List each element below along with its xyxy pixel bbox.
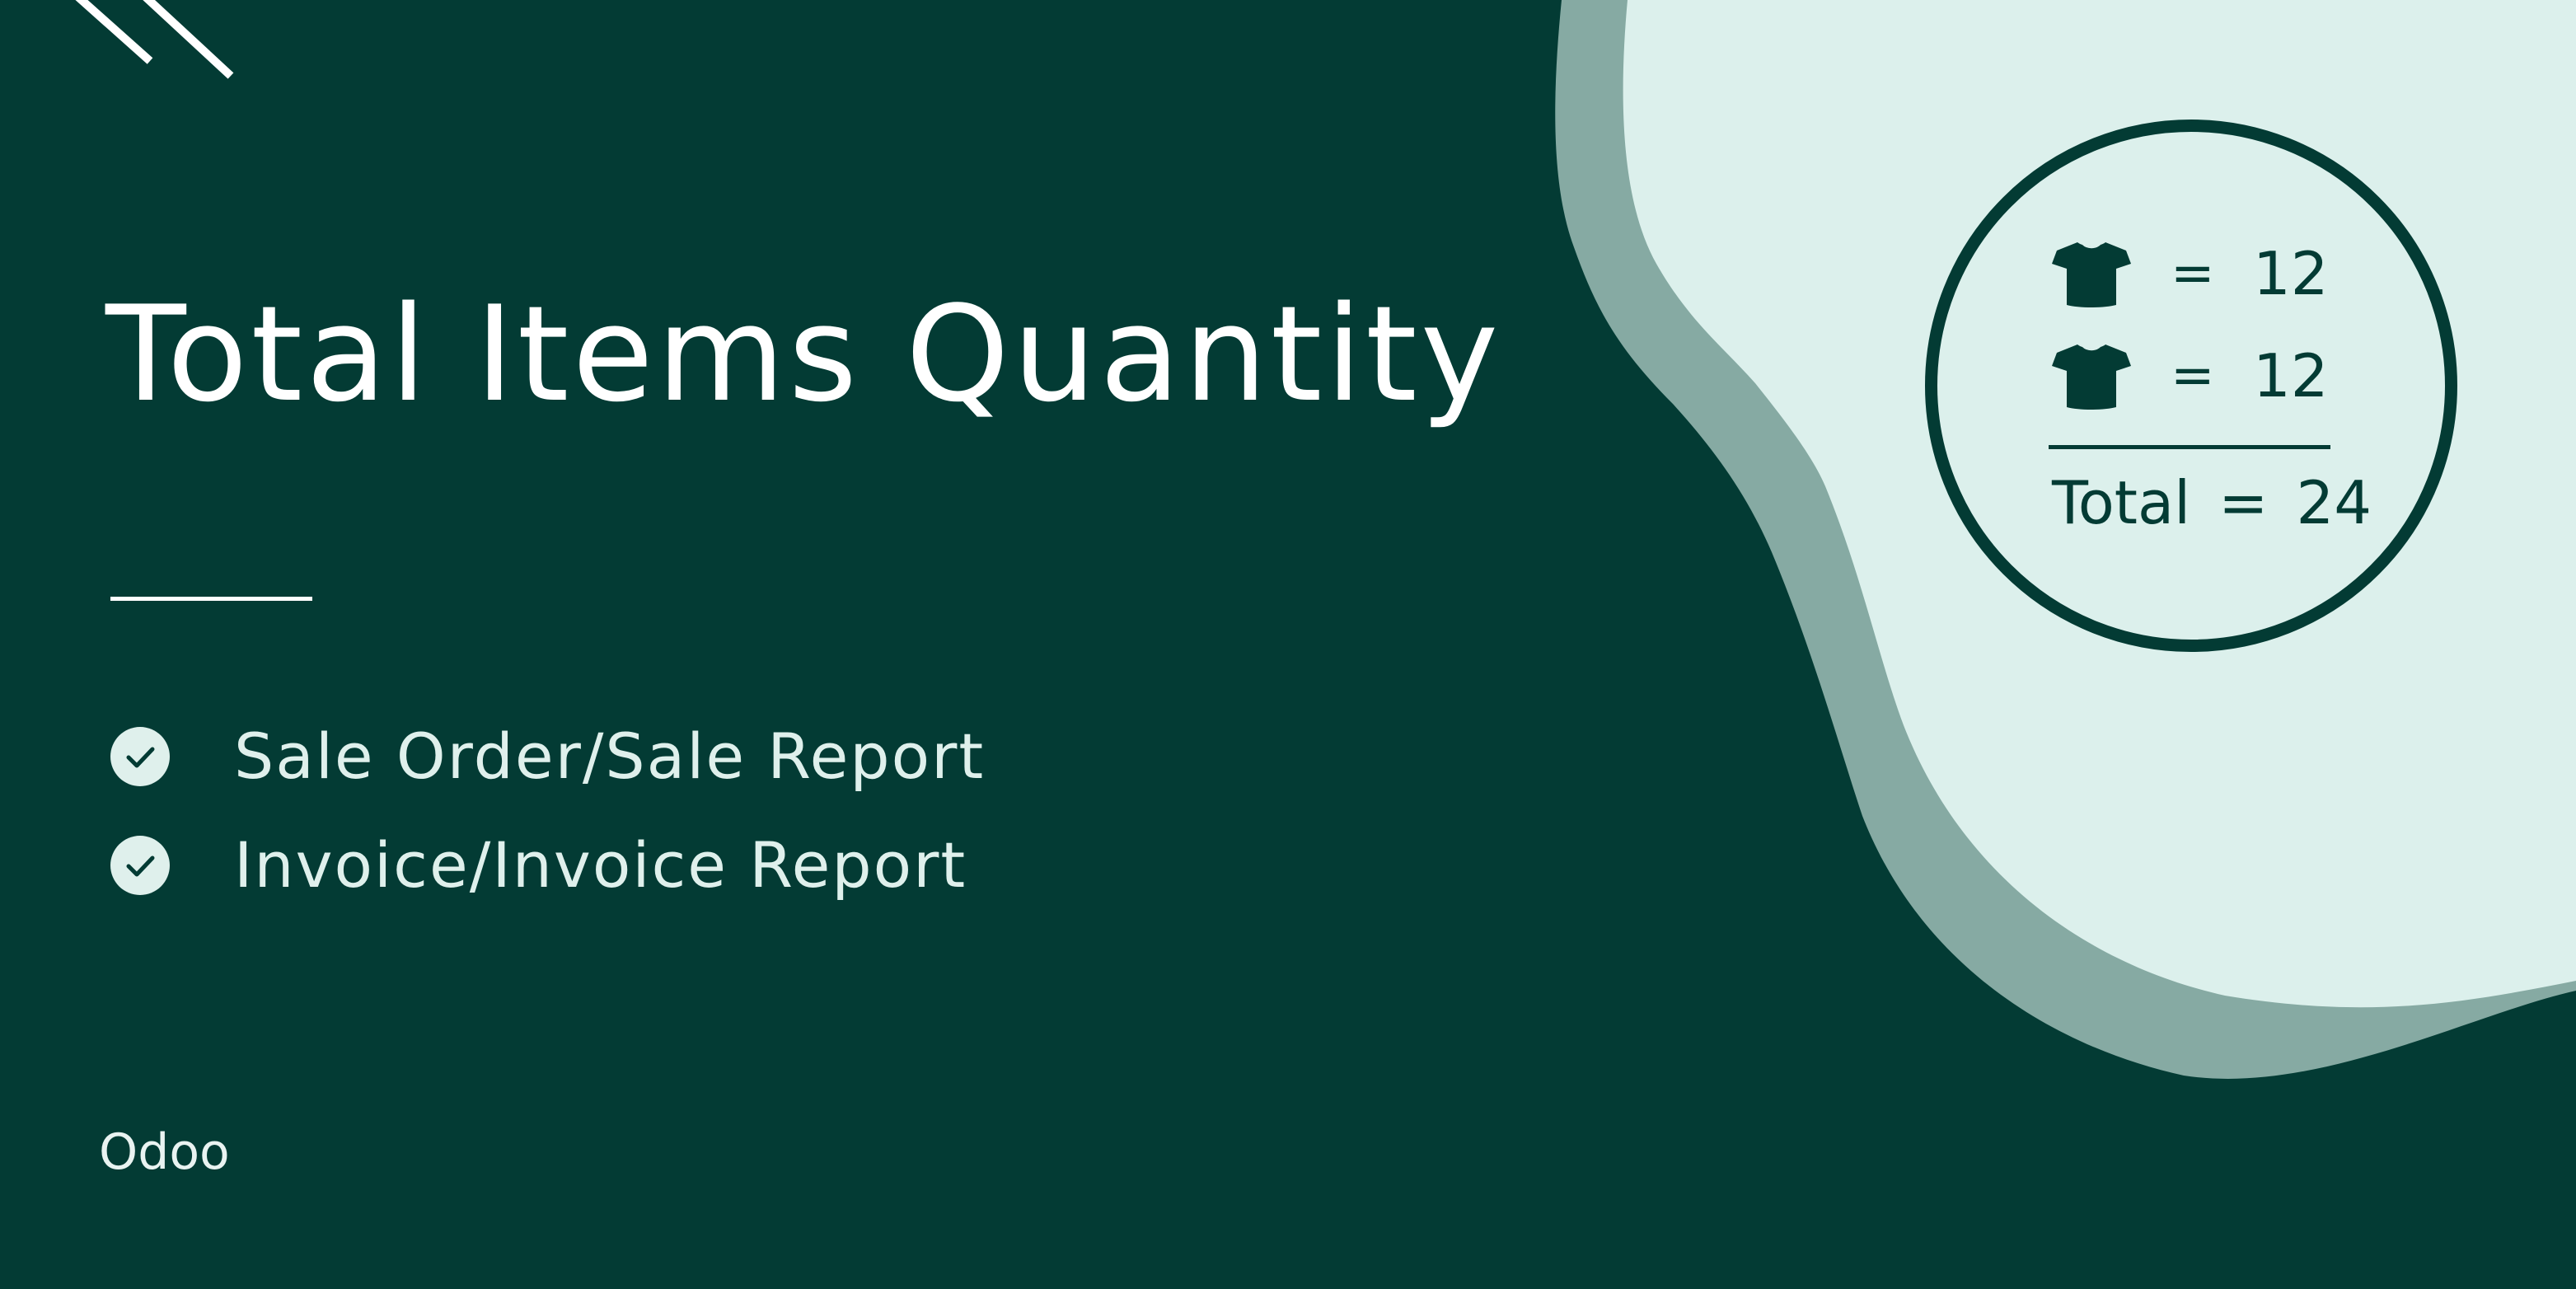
- quantity-value: 12: [2253, 239, 2329, 308]
- quantity-row: = 12: [2050, 341, 2329, 410]
- quantity-value: 12: [2253, 341, 2329, 410]
- brand-name: Odoo: [99, 1123, 230, 1181]
- quantity-row: = 12: [2050, 239, 2329, 308]
- total-row: Total = 24: [2052, 473, 2372, 532]
- title-underline: [110, 597, 312, 601]
- feature-label: Invoice/Invoice Report: [234, 828, 967, 902]
- check-circle-icon: [110, 836, 170, 895]
- slash-line: [143, 0, 234, 79]
- feature-label: Sale Order/Sale Report: [234, 719, 986, 793]
- slash-lines-decoration: [75, 0, 234, 79]
- total-label: Total: [2052, 468, 2191, 537]
- check-circle-icon: [110, 727, 170, 786]
- page-title: Total Items Quantity: [105, 277, 1502, 431]
- feature-item-sale-order: Sale Order/Sale Report: [110, 725, 985, 788]
- t-shirt-icon: [2052, 242, 2131, 307]
- sum-divider: [2049, 445, 2330, 449]
- t-shirt-icon: [2052, 345, 2131, 410]
- slash-line: [75, 0, 153, 64]
- equals-sign: =: [2218, 468, 2269, 537]
- total-value: 24: [2296, 468, 2372, 537]
- equals-sign: =: [2171, 243, 2215, 304]
- feature-item-invoice: Invoice/Invoice Report: [110, 834, 967, 897]
- equals-sign: =: [2171, 345, 2215, 406]
